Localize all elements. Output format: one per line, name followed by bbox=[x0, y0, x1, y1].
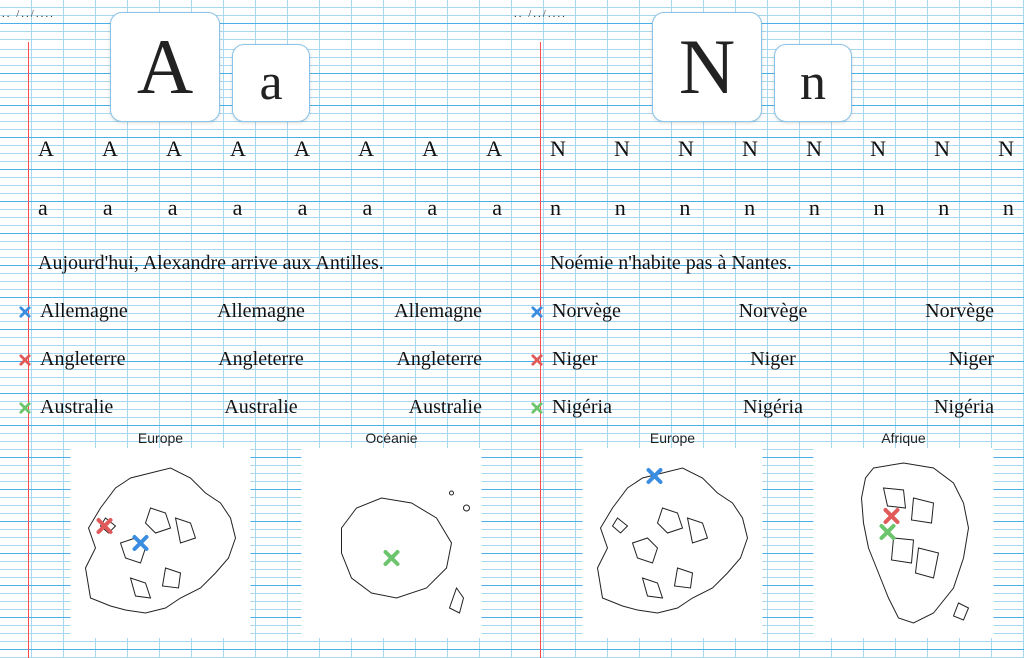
practice-row-lower: nnnnnnnn bbox=[550, 195, 1014, 221]
practice-row-upper: NNNNNNNN bbox=[550, 136, 1014, 162]
practice-letter-lower: n bbox=[550, 195, 561, 221]
country-line-3: NigériaNigériaNigéria bbox=[530, 396, 1004, 419]
letter-card-upper: A bbox=[110, 12, 220, 122]
practice-sentence: Noémie n'habite pas à Nantes. bbox=[550, 252, 792, 275]
map-group: Europe Océanie bbox=[60, 430, 492, 643]
map-title: Océanie bbox=[291, 430, 492, 446]
letter-card-lower: n bbox=[774, 44, 852, 122]
practice-letter-upper: A bbox=[294, 136, 310, 162]
practice-letter-lower: a bbox=[168, 195, 178, 221]
country-name: Nigéria bbox=[552, 396, 699, 419]
map-box: Europe bbox=[572, 430, 773, 643]
practice-row-upper: AAAAAAAA bbox=[38, 136, 502, 162]
date-placeholder: .. /../.... bbox=[514, 8, 567, 20]
practice-letter-upper: A bbox=[486, 136, 502, 162]
practice-letter-upper: A bbox=[422, 136, 438, 162]
practice-letter-lower: n bbox=[938, 195, 949, 221]
practice-letter-lower: a bbox=[492, 195, 502, 221]
practice-letter-lower: n bbox=[744, 195, 755, 221]
practice-letter-lower: n bbox=[809, 195, 820, 221]
practice-row-lower: aaaaaaaa bbox=[38, 195, 502, 221]
map-title: Afrique bbox=[803, 430, 1004, 446]
map-outline bbox=[291, 448, 492, 638]
letter-card-lower: a bbox=[232, 44, 310, 122]
cross-icon bbox=[18, 305, 32, 319]
country-name: Angleterre bbox=[187, 348, 334, 371]
map-title: Europe bbox=[60, 430, 261, 446]
worksheet-page-left: .. /../.... A a AAAAAAAA aaaaaaaa Aujour… bbox=[0, 0, 512, 658]
country-line-3: AustralieAustralieAustralie bbox=[18, 396, 492, 419]
practice-letter-lower: a bbox=[38, 195, 48, 221]
practice-letter-lower: n bbox=[874, 195, 885, 221]
map-title: Europe bbox=[572, 430, 773, 446]
map-outline bbox=[803, 448, 1004, 638]
worksheet-page-right: .. /../.... N n NNNNNNNN nnnnnnnn Noémie… bbox=[512, 0, 1024, 658]
country-name: Norvège bbox=[847, 300, 1004, 323]
letter-card-upper: N bbox=[652, 12, 762, 122]
practice-letter-lower: n bbox=[679, 195, 690, 221]
country-line-2: NigerNigerNiger bbox=[530, 348, 1004, 371]
practice-letter-upper: N bbox=[934, 136, 950, 162]
map-box: Afrique bbox=[803, 430, 1004, 643]
cross-icon bbox=[18, 401, 32, 415]
country-name: Niger bbox=[847, 348, 1004, 371]
country-line-2: AngleterreAngleterreAngleterre bbox=[18, 348, 492, 371]
practice-letter-lower: a bbox=[233, 195, 243, 221]
practice-letter-upper: N bbox=[998, 136, 1014, 162]
practice-letter-upper: A bbox=[102, 136, 118, 162]
map-outline bbox=[60, 448, 261, 638]
practice-letter-upper: A bbox=[358, 136, 374, 162]
practice-letter-upper: N bbox=[614, 136, 630, 162]
country-name: Allemagne bbox=[40, 300, 187, 323]
practice-letter-lower: a bbox=[427, 195, 437, 221]
country-name: Nigéria bbox=[847, 396, 1004, 419]
map-box: Océanie bbox=[291, 430, 492, 643]
practice-letter-lower: n bbox=[1003, 195, 1014, 221]
map-group: Europe Afrique bbox=[572, 430, 1004, 643]
country-line-1: NorvègeNorvègeNorvège bbox=[530, 300, 1004, 323]
country-name: Australie bbox=[187, 396, 334, 419]
practice-letter-lower: n bbox=[615, 195, 626, 221]
letter-card-group: A a bbox=[110, 12, 310, 122]
practice-letter-upper: N bbox=[806, 136, 822, 162]
practice-letter-lower: a bbox=[103, 195, 113, 221]
practice-letter-upper: N bbox=[550, 136, 566, 162]
country-name: Angleterre bbox=[335, 348, 492, 371]
practice-letter-lower: a bbox=[362, 195, 372, 221]
country-name: Angleterre bbox=[40, 348, 187, 371]
country-name: Allemagne bbox=[187, 300, 334, 323]
practice-letter-lower: a bbox=[298, 195, 308, 221]
country-name: Nigéria bbox=[699, 396, 846, 419]
country-name: Norvège bbox=[699, 300, 846, 323]
practice-letter-upper: A bbox=[166, 136, 182, 162]
practice-letter-upper: N bbox=[678, 136, 694, 162]
country-name: Niger bbox=[699, 348, 846, 371]
country-name: Norvège bbox=[552, 300, 699, 323]
date-placeholder: .. /../.... bbox=[2, 8, 55, 20]
map-outline bbox=[572, 448, 773, 638]
practice-letter-upper: N bbox=[870, 136, 886, 162]
country-name: Allemagne bbox=[335, 300, 492, 323]
country-line-1: AllemagneAllemagneAllemagne bbox=[18, 300, 492, 323]
cross-icon bbox=[18, 353, 32, 367]
letter-card-group: N n bbox=[652, 12, 852, 122]
cross-icon bbox=[530, 305, 544, 319]
practice-letter-upper: A bbox=[38, 136, 54, 162]
country-name: Australie bbox=[40, 396, 187, 419]
practice-letter-upper: N bbox=[742, 136, 758, 162]
country-name: Niger bbox=[552, 348, 699, 371]
country-name: Australie bbox=[335, 396, 492, 419]
practice-letter-upper: A bbox=[230, 136, 246, 162]
cross-icon bbox=[530, 401, 544, 415]
map-box: Europe bbox=[60, 430, 261, 643]
practice-sentence: Aujourd'hui, Alexandre arrive aux Antill… bbox=[38, 252, 384, 275]
cross-icon bbox=[530, 353, 544, 367]
